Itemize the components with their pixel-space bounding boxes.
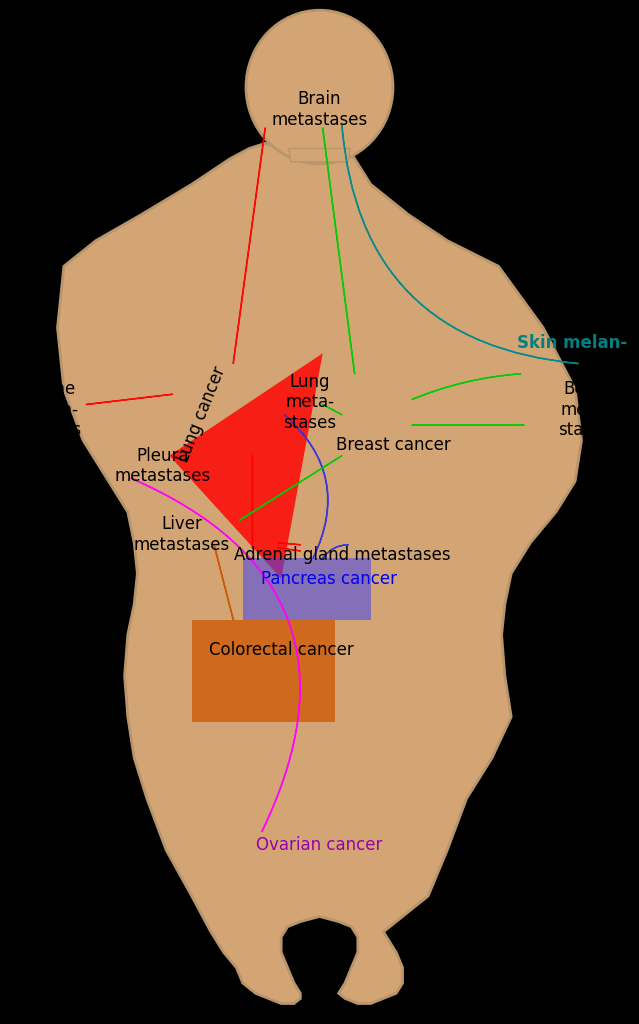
Text: Liver
metastases: Liver metastases [134, 515, 230, 554]
Text: Lung
meta-
stases: Lung meta- stases [283, 373, 337, 432]
Text: Adrenal gland metastases: Adrenal gland metastases [233, 546, 450, 564]
Text: Brain
metastases: Brain metastases [272, 90, 367, 129]
Text: Bone
meta-
stases: Bone meta- stases [558, 380, 612, 439]
Text: Lung cancer: Lung cancer [174, 365, 229, 465]
Polygon shape [169, 353, 323, 579]
Text: Ovarian cancer: Ovarian cancer [256, 836, 383, 854]
Polygon shape [289, 148, 350, 162]
Text: Skin melan-: Skin melan- [517, 334, 627, 352]
Text: Colorectal cancer: Colorectal cancer [209, 641, 353, 659]
Text: Pleura
metastases: Pleura metastases [115, 446, 211, 485]
Ellipse shape [246, 10, 393, 164]
Text: Pancreas cancer: Pancreas cancer [261, 569, 397, 588]
Polygon shape [58, 143, 581, 1004]
Text: Breast cancer: Breast cancer [335, 436, 450, 455]
Polygon shape [192, 620, 335, 722]
Polygon shape [243, 558, 371, 620]
Text: Bone
meta-
stases: Bone meta- stases [27, 380, 81, 439]
